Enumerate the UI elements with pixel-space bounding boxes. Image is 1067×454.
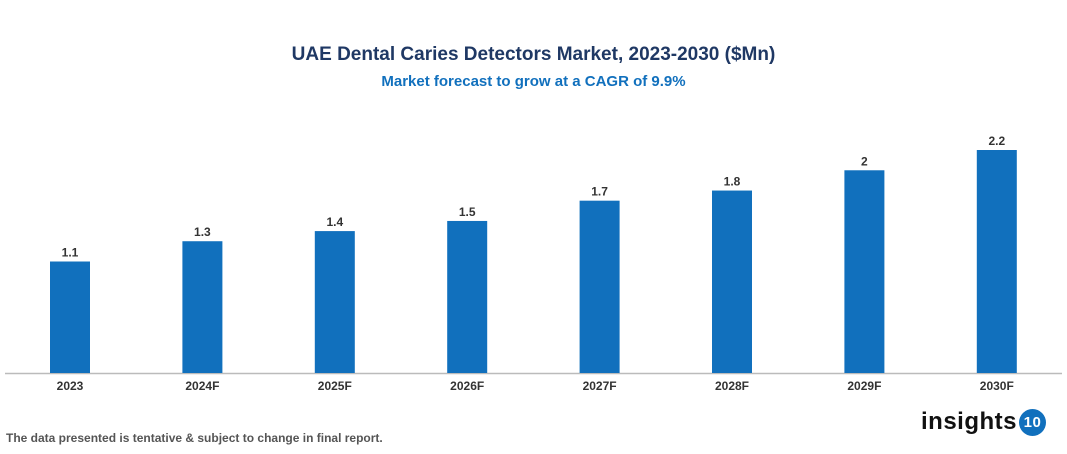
data-label: 1.1 (62, 246, 79, 260)
bar-2024F (182, 241, 223, 373)
data-label: 1.8 (724, 175, 741, 189)
data-label: 1.7 (591, 185, 608, 199)
x-tick-label: 2025F (318, 379, 352, 393)
chart-title: UAE Dental Caries Detectors Market, 2023… (291, 44, 776, 65)
data-label: 1.4 (326, 215, 343, 229)
data-label: 1.5 (459, 205, 476, 219)
data-label: 2 (861, 154, 868, 168)
bar-2030F (976, 150, 1017, 373)
x-tick-label: 2026F (450, 379, 484, 393)
disclaimer-note: The data presented is tentative & subjec… (6, 431, 383, 445)
insights10-logo: insights 10 (921, 408, 1047, 436)
x-tick-label: 2029F (847, 379, 881, 393)
bar-2026F (447, 220, 488, 373)
chart-subtitle: Market forecast to grow at a CAGR of 9.9… (381, 73, 686, 90)
bar-2028F (712, 190, 752, 373)
x-tick-label: 2023 (57, 379, 84, 393)
x-tick-label: 2024F (185, 379, 219, 393)
x-tick-label: 2027F (583, 379, 617, 393)
data-label: 2.2 (988, 134, 1005, 148)
bar-2025F (314, 231, 355, 373)
x-tick-label: 2028F (715, 379, 749, 393)
bar-2023 (50, 261, 90, 373)
bar-2027F (579, 200, 620, 373)
bar-2029F (844, 170, 885, 373)
data-label: 1.3 (194, 225, 211, 239)
x-tick-label: 2030F (980, 379, 1014, 393)
